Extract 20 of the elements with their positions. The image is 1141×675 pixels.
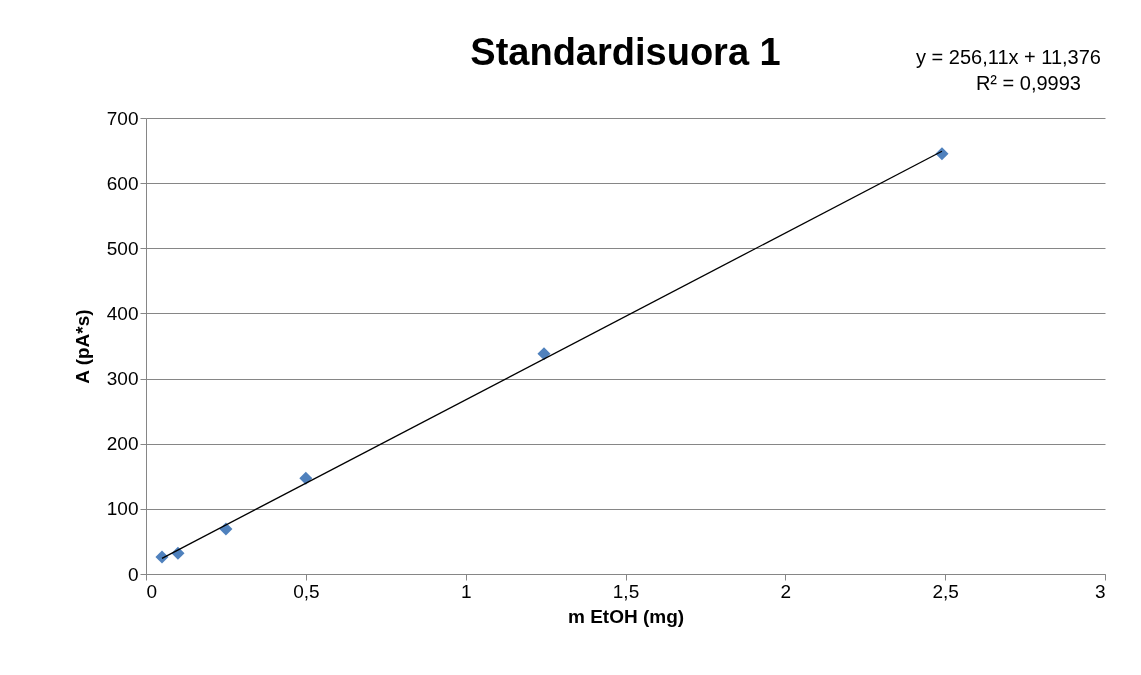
text: y = 256,11x + 11,376 bbox=[916, 45, 1101, 70]
y-tick-label: 200 bbox=[106, 433, 139, 455]
text: R² = 0,9993 bbox=[974, 71, 1081, 96]
y-tick-label: 400 bbox=[106, 302, 139, 324]
y-tick-label: 700 bbox=[106, 107, 139, 129]
x-tick-label: 1,5 bbox=[612, 580, 640, 602]
x-tick-label: 2 bbox=[780, 580, 792, 602]
x-tick-label: 2,5 bbox=[932, 580, 959, 602]
x-axis-title: m EtOH (mg) bbox=[567, 605, 685, 627]
x-tick-label: 1 bbox=[460, 580, 472, 602]
x-tick-label: 0 bbox=[146, 580, 158, 602]
y-tick-label: 300 bbox=[106, 368, 139, 390]
chart-title: Standardisuora 1 bbox=[470, 31, 781, 73]
y-tick-label: 600 bbox=[106, 172, 139, 194]
y-axis-title: A (pA*s) bbox=[71, 309, 93, 384]
y-tick-label: 0 bbox=[127, 563, 139, 585]
x-tick-label: 3 bbox=[1094, 580, 1106, 602]
y-tick-label: 500 bbox=[106, 237, 139, 259]
y-tick-label: 100 bbox=[106, 498, 139, 520]
x-tick-label: 0,5 bbox=[293, 580, 320, 602]
